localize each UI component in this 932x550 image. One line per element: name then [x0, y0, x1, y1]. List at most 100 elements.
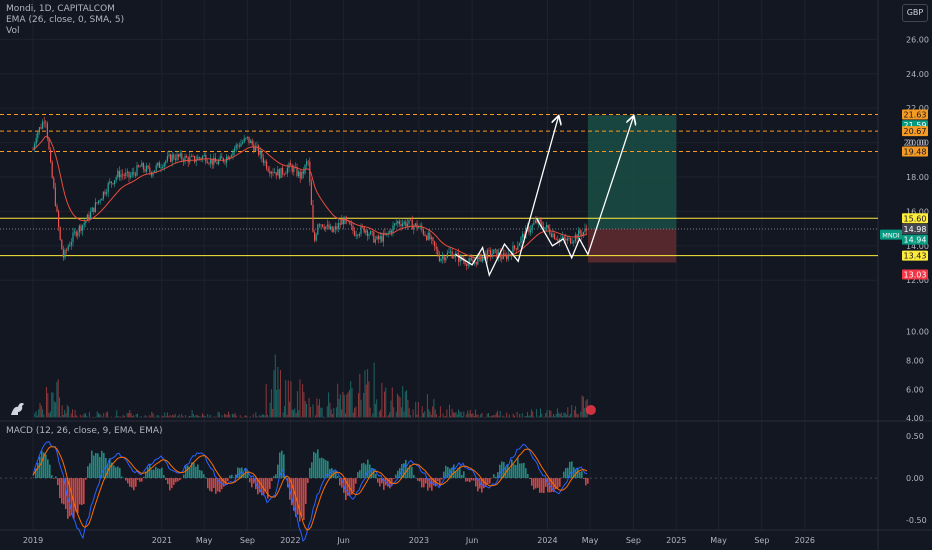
candle-body — [302, 171, 304, 174]
candle-body — [531, 224, 533, 230]
volume-bar — [308, 397, 310, 418]
candle-body — [581, 233, 583, 236]
macd-signal-line — [32, 446, 588, 531]
volume-bar — [556, 408, 558, 418]
price-tag-label: 15.60 — [904, 214, 927, 223]
volume-bar — [469, 409, 471, 418]
macd-histogram-bar — [275, 474, 277, 479]
macd-histogram-bar — [183, 474, 185, 479]
candle-body — [464, 260, 466, 265]
candle-body — [90, 211, 92, 220]
candle-body — [224, 161, 226, 163]
price-tick-label: 18.00 — [906, 173, 929, 182]
macd-histogram-bar — [141, 478, 143, 482]
volume-bar — [191, 410, 193, 418]
macd-histogram-bar — [103, 452, 105, 479]
volume-bar — [209, 415, 211, 418]
candle-body — [494, 249, 496, 251]
candle-body — [35, 137, 37, 145]
volume-bar — [553, 413, 554, 418]
macd-histogram-bar — [425, 478, 427, 484]
macd-histogram-bar — [47, 459, 49, 479]
currency-button[interactable]: GBP — [902, 4, 928, 22]
macd-legend[interactable]: MACD (12, 26, close, 9, EMA, EMA) — [6, 426, 163, 436]
macd-histogram-bar — [65, 478, 67, 510]
macd-histogram-bar — [497, 472, 499, 479]
candle-body — [435, 246, 437, 250]
volume-bar — [309, 406, 311, 418]
volume-bar — [330, 409, 332, 418]
volume-bar — [161, 415, 163, 418]
volume-bar — [563, 412, 565, 418]
volume-bar — [473, 415, 475, 418]
macd-histogram-bar — [57, 478, 59, 486]
volume-bar — [283, 406, 285, 418]
candle-body — [198, 157, 200, 159]
volume-bar — [449, 404, 450, 418]
candle-body — [430, 237, 432, 240]
volume-bar — [428, 409, 430, 418]
volume-bar — [320, 407, 322, 418]
candle-body — [446, 252, 448, 258]
candle-body — [66, 249, 68, 251]
candle-body — [536, 220, 538, 224]
ema-legend[interactable]: EMA (26, close, 0, SMA, 5) — [6, 15, 125, 25]
candle-body — [437, 249, 439, 256]
volume-bar — [384, 391, 385, 418]
candle-body — [499, 252, 501, 258]
candle-body — [58, 211, 60, 228]
volume-bar — [364, 370, 366, 418]
volume-bar — [378, 411, 380, 418]
volume-bar — [143, 416, 145, 418]
volume-bar — [226, 414, 228, 418]
volume-bar — [121, 416, 123, 418]
macd-histogram-bar — [367, 459, 369, 479]
volume-bar — [432, 406, 434, 418]
macd-histogram-bar — [189, 467, 191, 479]
symbol-legend[interactable]: Mondi, 1D, CAPITALCOM — [6, 4, 115, 14]
macd-histogram-bar — [237, 467, 239, 479]
macd-histogram-bar — [159, 468, 161, 479]
macd-histogram-bar — [529, 478, 531, 480]
projection-arrow — [535, 117, 634, 260]
candle-body — [389, 230, 391, 233]
volume-bar — [328, 392, 330, 418]
volume-bar — [529, 415, 531, 418]
vol-legend[interactable]: Vol — [6, 26, 20, 36]
candle-body — [355, 234, 357, 236]
volume-bar — [420, 416, 422, 418]
volume-bar — [571, 405, 573, 418]
volume-bar — [382, 416, 384, 418]
macd-histogram-bar — [355, 478, 357, 484]
volume-bar — [287, 380, 289, 418]
macd-histogram-bar — [233, 477, 235, 479]
volume-bar — [198, 415, 200, 418]
candle-body — [562, 236, 564, 239]
macd-histogram-bar — [353, 478, 355, 493]
candle-body — [315, 234, 317, 241]
candle-body — [554, 233, 556, 240]
candle-body — [158, 162, 160, 168]
macd-histogram-bar — [539, 478, 541, 493]
volume-bar — [488, 413, 489, 418]
candle-body — [293, 167, 295, 172]
macd-histogram-bar — [77, 478, 79, 514]
candle-body — [104, 191, 106, 195]
candle-body — [563, 236, 565, 239]
candle-body — [266, 161, 268, 169]
candle-body — [408, 219, 410, 224]
candle-body — [250, 140, 252, 143]
macd-histogram-bar — [455, 471, 457, 479]
macd-histogram-bar — [167, 478, 169, 485]
candle-body — [467, 262, 469, 266]
macd-histogram-bar — [571, 461, 573, 479]
volume-bar — [426, 394, 428, 418]
volume-bar — [73, 416, 75, 418]
volume-bar — [580, 411, 582, 418]
candle-body — [571, 242, 573, 244]
candle-body — [330, 226, 332, 230]
volume-bar — [256, 416, 258, 418]
volume-bar — [177, 416, 179, 418]
candle-body — [544, 227, 546, 230]
